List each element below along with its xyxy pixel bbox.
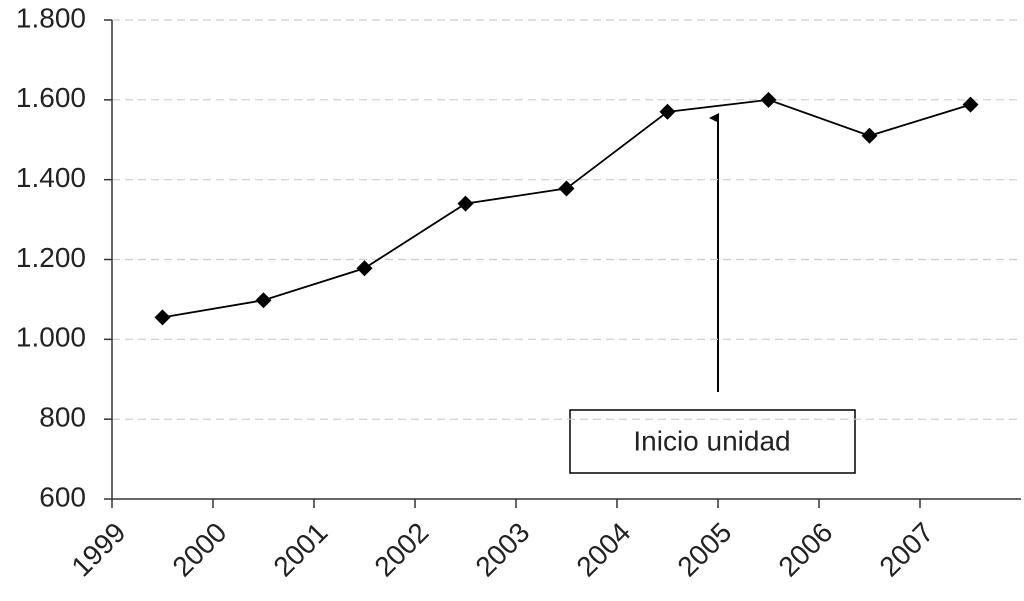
x-tick-label: 2002 [368, 517, 434, 583]
y-tick-label: 800 [39, 402, 86, 433]
annotation-text: Inicio unidad [633, 425, 790, 456]
marker [962, 96, 979, 113]
marker [760, 91, 777, 108]
marker [457, 195, 474, 212]
y-tick-label: 1.600 [16, 82, 86, 113]
y-tick-label: 1.400 [16, 162, 86, 193]
x-tick-label: 2004 [570, 517, 636, 583]
y-tick-label: 1.200 [16, 242, 86, 273]
x-tick-label: 1999 [65, 517, 131, 583]
marker [255, 292, 272, 309]
annotation-box [569, 409, 856, 474]
y-tick-label: 1.800 [16, 2, 86, 33]
x-tick-label: 2007 [873, 517, 939, 583]
marker [659, 103, 676, 120]
x-tick-label: 2000 [166, 517, 232, 583]
x-tick-label: 2006 [772, 517, 838, 583]
x-tick-label: 2005 [671, 517, 737, 583]
marker [861, 127, 878, 144]
line [162, 98, 971, 319]
y-tick-label: 600 [39, 481, 86, 512]
y-tick-label: 1.000 [16, 322, 86, 353]
marker [558, 180, 575, 197]
marker [154, 309, 171, 326]
marker [356, 260, 373, 277]
x-tick-label: 2001 [267, 517, 333, 583]
x-tick-label: 2003 [469, 517, 535, 583]
